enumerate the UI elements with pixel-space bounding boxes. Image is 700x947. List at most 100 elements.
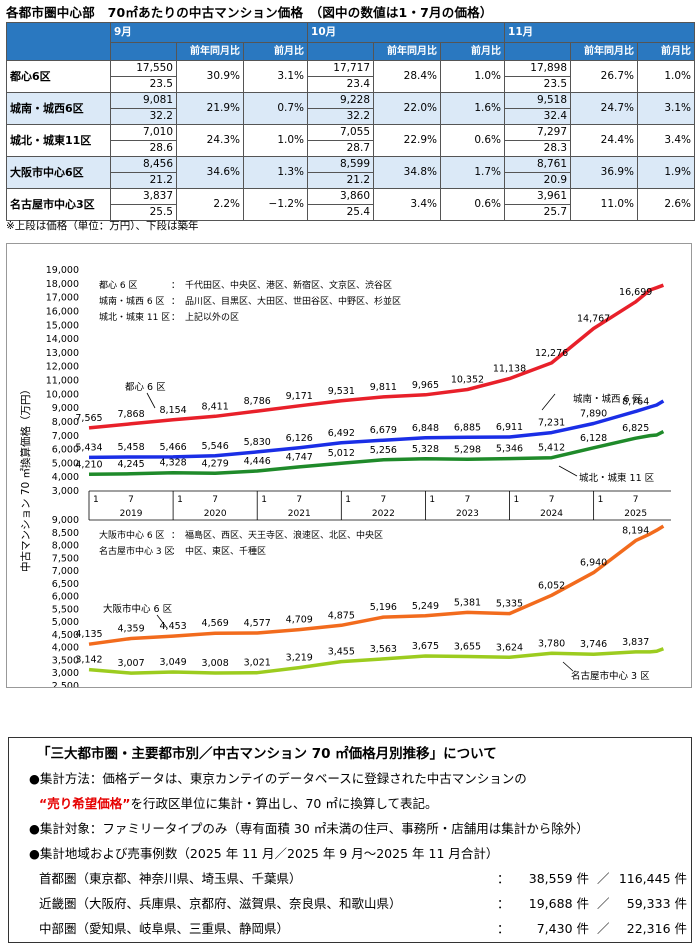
legend-areas: 千代田区、中央区、港区、新宿区、文京区、渋谷区 bbox=[185, 279, 392, 291]
series-callout-line bbox=[156, 614, 168, 629]
count-3month: 116,445 件 bbox=[618, 871, 687, 886]
table-row: 城南・城西6区 9,081 21.9% 0.7% 9,228 22.0% 1.6% 9,518… bbox=[6, 92, 696, 125]
y-tick-label: 11,000 bbox=[46, 376, 79, 387]
data-label: 5,328 bbox=[412, 444, 439, 455]
x-tick-label: 7 bbox=[465, 495, 471, 505]
price-cell: 7,010 bbox=[110, 124, 177, 141]
sub-header-blank bbox=[110, 42, 177, 61]
sub-header-yoy: 前年同月比 bbox=[176, 42, 244, 61]
region-name: 城南・城西6区 bbox=[6, 92, 111, 125]
y-tick-label: 8,000 bbox=[52, 541, 79, 552]
data-label: 7,231 bbox=[538, 418, 565, 429]
yoy-cell: 34.6% bbox=[176, 156, 244, 189]
price-cell: 7,297 bbox=[504, 124, 572, 141]
data-label: 3,455 bbox=[328, 647, 355, 658]
count-month: 7,430 件 bbox=[536, 921, 589, 936]
age-cell: 23.5 bbox=[504, 76, 572, 93]
data-label: 5,546 bbox=[202, 441, 229, 452]
y-tick-label: 6,000 bbox=[52, 592, 79, 603]
data-label: 3,675 bbox=[412, 641, 439, 652]
sub-header-yoy: 前年同月比 bbox=[373, 42, 442, 61]
legend-name: 城南・城西 6 区 bbox=[99, 295, 164, 307]
x-year-label: 2020 bbox=[204, 509, 227, 519]
data-label: 4,446 bbox=[244, 456, 271, 467]
age-cell: 32.4 bbox=[504, 108, 572, 125]
region-name: 大阪市中心6区 bbox=[6, 156, 111, 189]
area-line: ●集計地域および売事例数（2025 年 11 月／2025 年 9 月～2025… bbox=[29, 846, 499, 861]
legend-name: 名古屋市中心 3 区 bbox=[99, 545, 173, 557]
x-tick-label: 7 bbox=[128, 495, 134, 505]
data-label: 4,577 bbox=[244, 618, 271, 629]
mom-cell: 1.9% bbox=[637, 156, 696, 189]
data-label: 7,890 bbox=[580, 408, 607, 419]
x-tick-label: 1 bbox=[429, 495, 435, 505]
age-cell: 23.4 bbox=[307, 76, 375, 93]
price-cell: 17,717 bbox=[307, 60, 375, 77]
legend-areas: 品川区、目黒区、大田区、世田谷区、中野区、杉並区 bbox=[185, 295, 401, 307]
age-cell: 25.7 bbox=[504, 204, 572, 221]
x-year-label: 2025 bbox=[624, 509, 647, 519]
age-cell: 28.7 bbox=[307, 140, 375, 157]
x-year-label: 2023 bbox=[456, 509, 479, 519]
series-line bbox=[88, 283, 665, 430]
data-label: 9,531 bbox=[328, 386, 355, 397]
series-callout-line bbox=[541, 393, 556, 411]
mom-cell: 0.6% bbox=[440, 188, 506, 221]
data-label: 5,196 bbox=[370, 602, 397, 613]
data-label: 6,492 bbox=[328, 428, 355, 439]
data-label: 11,138 bbox=[493, 364, 526, 375]
series-callout-line bbox=[558, 465, 578, 477]
yoy-cell: 11.0% bbox=[570, 188, 639, 221]
series-name-label: 名古屋市中心 3 区 bbox=[571, 670, 650, 682]
sub-header-mom: 前月比 bbox=[242, 42, 309, 61]
mom-cell: 3.1% bbox=[242, 60, 309, 93]
data-label: 8,154 bbox=[160, 405, 187, 416]
data-label: 3,219 bbox=[286, 653, 313, 664]
table-row: 大阪市中心6区 8,456 34.6% 1.3% 8,599 34.8% 1.7% 8,761… bbox=[6, 156, 696, 189]
series-name-label: 大阪市中心 6 区 bbox=[103, 603, 173, 615]
yoy-cell: 21.9% bbox=[176, 92, 244, 125]
age-cell: 25.4 bbox=[307, 204, 375, 221]
data-label: 8,786 bbox=[244, 396, 271, 407]
data-label: 8,411 bbox=[202, 401, 229, 412]
y-tick-label: 9,000 bbox=[52, 515, 79, 526]
data-label: 4,709 bbox=[286, 615, 313, 626]
data-label: 8,764 bbox=[622, 396, 649, 407]
yoy-cell: 36.9% bbox=[570, 156, 639, 189]
age-cell: 20.9 bbox=[504, 172, 572, 189]
y-tick-label: 7,000 bbox=[52, 431, 79, 442]
y-tick-label: 15,000 bbox=[46, 320, 79, 331]
data-label: 3,007 bbox=[117, 658, 144, 669]
age-cell: 28.3 bbox=[504, 140, 572, 157]
table-row: 名古屋市中心3区 3,837 2.2% −1.2% 3,860 3.4% 0.6% 3,961… bbox=[6, 188, 696, 221]
mom-cell: 1.0% bbox=[242, 124, 309, 157]
y-tick-label: 3,000 bbox=[52, 486, 79, 497]
series-name-label: 城南・城西 6 区 bbox=[573, 393, 643, 405]
legend-areas: 中区、東区、千種区 bbox=[185, 545, 266, 557]
y-tick-label: 6,500 bbox=[52, 579, 79, 590]
x-tick-label: 1 bbox=[598, 495, 604, 505]
table-month-header-row: 9月 10月 11月 bbox=[6, 22, 696, 61]
age-cell: 23.5 bbox=[110, 76, 177, 93]
legend-areas: 上記以外の区 bbox=[185, 311, 239, 323]
legend-name: 都心 6 区 bbox=[99, 280, 137, 291]
y-tick-label: 8,000 bbox=[52, 417, 79, 428]
price-cell: 9,518 bbox=[504, 92, 572, 109]
price-cell: 3,961 bbox=[504, 188, 572, 205]
series-name-label: 城北・城東 11 区 bbox=[579, 472, 655, 484]
region-name: 城北・城東11区 bbox=[6, 124, 111, 157]
method-line-2: “売り希望価格”を行政区単位に集計・算出し、70 ㎡に換算して表記。 bbox=[39, 793, 437, 812]
y-tick-label: 7,500 bbox=[52, 553, 79, 564]
slash: ／ bbox=[597, 871, 610, 886]
table-body: 都心6区 17,550 30.9% 3.1% 17,717 28.4% 1.0% 17,898… bbox=[6, 60, 696, 221]
count-3month: 22,316 件 bbox=[626, 921, 687, 936]
data-label: 6,679 bbox=[370, 425, 397, 436]
x-tick-label: 1 bbox=[514, 495, 520, 505]
age-cell: 32.2 bbox=[307, 108, 375, 125]
price-cell: 3,837 bbox=[110, 188, 177, 205]
y-axis-title: 中古マンション 70 ㎡換算価格（万円） bbox=[19, 384, 32, 572]
data-label: 5,412 bbox=[538, 443, 565, 454]
data-label: 6,848 bbox=[412, 423, 439, 434]
method-text-1: 価格データは、東京カンテイのデータベースに登録された中古マンションの bbox=[102, 771, 527, 786]
y-tick-label: 5,000 bbox=[52, 458, 79, 469]
